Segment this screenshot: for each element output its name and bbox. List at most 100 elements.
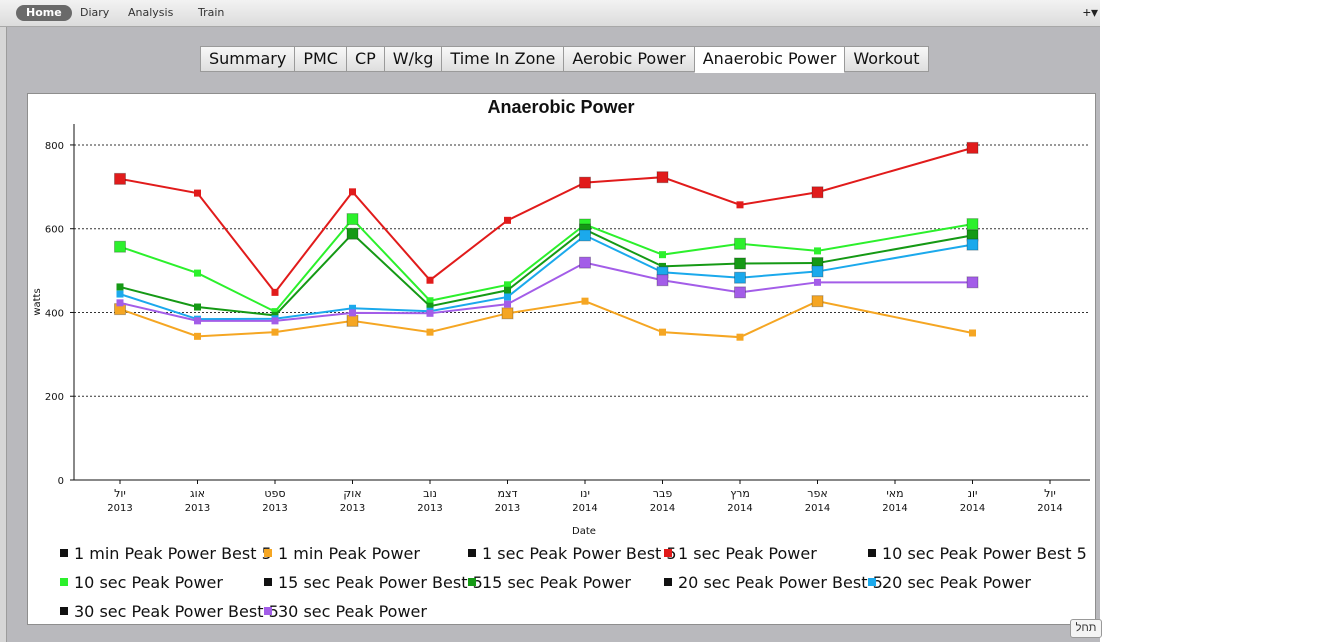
data-point-10-sec-peak-power: [734, 237, 746, 250]
data-point-15-sec-peak-power: [346, 227, 359, 240]
anaerobic-power-chart: Anaerobic Power 0 200 400 600 800 watts יול 2013…: [32, 97, 1090, 537]
data-point-30-sec-peak-power: [349, 309, 356, 317]
legend-item[interactable]: 1 min Peak Power: [264, 544, 420, 563]
data-point-15-sec-peak-power: [426, 302, 434, 310]
chart-panel: Anaerobic Power 0 200 400 600 800 watts יול 2013…: [27, 93, 1096, 625]
legend-item[interactable]: 15 sec Peak Power Best 5: [264, 573, 483, 592]
data-point-10-sec-peak-power: [194, 269, 201, 277]
legend-swatch: [664, 578, 672, 586]
x-tick-year-label: 2013: [417, 503, 442, 514]
data-point-10-sec-peak-power: [966, 218, 979, 231]
data-point-20-sec-peak-power: [734, 271, 746, 284]
legend-label: 30 sec Peak Power Best 5: [74, 602, 279, 621]
data-point-1-sec-peak-power: [736, 201, 744, 209]
data-point-1-min-peak-power: [659, 328, 666, 336]
add-view-menu-button[interactable]: +▾: [1082, 4, 1098, 20]
tab-time-in-zone[interactable]: Time In Zone: [441, 46, 565, 72]
x-axis-label: Date: [572, 526, 596, 537]
data-point-1-min-peak-power: [581, 297, 589, 305]
x-tick-month-label: ינו: [580, 487, 590, 500]
tab-aerobic-power[interactable]: Aerobic Power: [563, 46, 695, 72]
legend-item[interactable]: 1 sec Peak Power: [664, 544, 817, 563]
left-sidebar-edge[interactable]: [0, 27, 7, 642]
data-point-1-sec-peak-power: [194, 189, 201, 197]
data-point-1-min-peak-power: [969, 329, 976, 337]
data-point-1-sec-peak-power: [656, 171, 669, 184]
data-point-20-sec-peak-power: [116, 290, 124, 298]
legend-item[interactable]: 20 sec Peak Power: [868, 573, 1031, 592]
y-tick-label: 0: [58, 476, 64, 487]
data-point-30-sec-peak-power: [579, 256, 591, 269]
data-point-1-min-peak-power: [736, 333, 744, 341]
status-button[interactable]: תחל: [1070, 619, 1102, 638]
data-point-15-sec-peak-power: [194, 303, 201, 311]
x-tick-year-label: 2013: [107, 503, 132, 514]
data-point-1-min-peak-power: [271, 328, 279, 336]
data-point-1-sec-peak-power: [349, 188, 356, 196]
legend-label: 15 sec Peak Power: [482, 573, 631, 592]
tab-workout[interactable]: Workout: [844, 46, 929, 72]
legend-label: 1 sec Peak Power Best 5: [482, 544, 677, 563]
menu-item-diary[interactable]: Diary: [80, 6, 110, 19]
data-point-1-sec-peak-power: [271, 288, 279, 296]
legend-label: 10 sec Peak Power: [74, 573, 223, 592]
data-point-15-sec-peak-power: [659, 262, 666, 270]
data-point-20-sec-peak-power: [579, 229, 591, 242]
legend-item[interactable]: 10 sec Peak Power Best 5: [868, 544, 1087, 563]
data-point-10-sec-peak-power: [504, 281, 511, 289]
data-point-20-sec-peak-power: [349, 304, 356, 312]
data-point-1-sec-peak-power: [114, 172, 126, 185]
legend-item[interactable]: 15 sec Peak Power: [468, 573, 631, 592]
data-point-1-sec-peak-power: [966, 141, 979, 154]
data-point-30-sec-peak-power: [194, 317, 201, 325]
chart-tab-bar: Summary PMC CP W/kg Time In Zone Aerobic Powe…: [200, 46, 929, 73]
x-tick-year-label: 2013: [185, 503, 210, 514]
legend-label: 1 min Peak Power Best 5: [74, 544, 272, 563]
legend-item[interactable]: 30 sec Peak Power: [264, 602, 427, 621]
data-point-1-sec-peak-power: [426, 276, 434, 284]
x-tick-year-label: 2014: [727, 503, 752, 514]
legend-item[interactable]: 10 sec Peak Power: [60, 573, 223, 592]
x-tick-year-label: 2014: [572, 503, 597, 514]
x-tick-year-label: 2014: [805, 503, 830, 514]
legend-swatch: [664, 549, 672, 557]
legend-item[interactable]: 1 sec Peak Power Best 5: [468, 544, 677, 563]
menu-item-train[interactable]: Train: [198, 6, 225, 19]
x-tick-month-label: פבר: [653, 487, 673, 500]
legend-item[interactable]: 20 sec Peak Power Best 5: [664, 573, 883, 592]
data-point-15-sec-peak-power: [504, 286, 511, 294]
legend-item[interactable]: 30 sec Peak Power Best 5: [60, 602, 279, 621]
data-point-1-min-peak-power: [426, 328, 434, 336]
tab-w-kg[interactable]: W/kg: [383, 46, 443, 72]
top-menu-bar: Home Diary Analysis Train +▾: [0, 0, 1100, 27]
menu-item-analysis[interactable]: Analysis: [128, 6, 174, 19]
tab-summary[interactable]: Summary: [200, 46, 296, 72]
data-point-10-sec-peak-power: [346, 213, 359, 226]
data-point-10-sec-peak-power: [426, 297, 434, 305]
data-point-30-sec-peak-power: [734, 286, 746, 299]
legend-swatch: [264, 607, 272, 615]
data-point-30-sec-peak-power: [814, 278, 821, 286]
legend-swatch: [868, 578, 876, 586]
legend-swatch: [60, 549, 68, 557]
legend-item[interactable]: 1 min Peak Power Best 5: [60, 544, 272, 563]
y-tick-label: 800: [45, 141, 64, 152]
y-tick-label: 400: [45, 308, 64, 319]
x-tick-year-label: 2014: [650, 503, 675, 514]
menu-item-home[interactable]: Home: [16, 5, 72, 21]
x-tick-month-label: יול: [1044, 487, 1056, 500]
x-tick-year-label: 2014: [960, 503, 985, 514]
app-window: Home Diary Analysis Train +▾ Summary PMC CP W/k…: [0, 0, 1100, 642]
x-tick-month-label: ספט: [264, 487, 285, 500]
x-tick-year-label: 2013: [495, 503, 520, 514]
x-tick-month-label: יול: [114, 487, 126, 500]
tab-anaerobic-power[interactable]: Anaerobic Power: [693, 46, 846, 73]
tab-pmc[interactable]: PMC: [294, 46, 347, 72]
tab-cp[interactable]: CP: [345, 46, 385, 72]
chart-title: Anaerobic Power: [487, 97, 634, 117]
data-point-10-sec-peak-power: [114, 240, 126, 253]
x-tick-year-label: 2013: [262, 503, 287, 514]
legend-label: 1 sec Peak Power: [678, 544, 817, 563]
y-tick-label: 600: [45, 225, 64, 236]
x-tick-month-label: יונ: [968, 487, 978, 500]
